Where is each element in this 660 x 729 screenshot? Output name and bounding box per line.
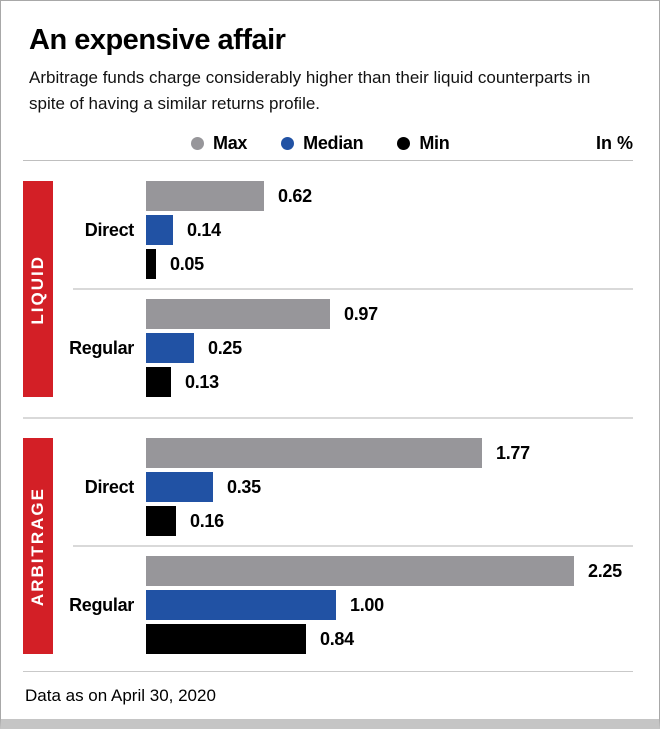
bar-value-label: 1.00 <box>350 594 384 615</box>
bar-row-min: 0.13 <box>146 367 633 398</box>
unit-label: In % <box>595 132 633 153</box>
row-label-direct: Direct <box>84 476 135 497</box>
bar-stack: 2.25 1.00 0.84 <box>146 556 633 655</box>
group-section-arbitrage: ARBITRAGE Direct 1.77 0.35 0.16 Regular 2.25 1.… <box>23 438 633 655</box>
legend-item-max: Max <box>191 133 247 154</box>
bar-value-label: 0.35 <box>227 476 261 497</box>
bar-min <box>146 367 171 398</box>
bar-value-label: 0.14 <box>187 219 221 240</box>
row-label-direct: Direct <box>84 219 135 240</box>
bar-value-label: 0.16 <box>190 510 224 531</box>
bar-max <box>146 299 330 330</box>
bar-row-min: 0.16 <box>146 506 633 537</box>
bar-stack: 0.97 0.25 0.13 <box>146 299 633 398</box>
bar-max <box>146 181 264 212</box>
legend-label-max: Max <box>213 132 248 153</box>
subgroup-regular: Regular 2.25 1.00 0.84 <box>53 556 633 655</box>
subgroup-divider <box>73 545 633 548</box>
bar-row-median: 1.00 <box>146 590 633 621</box>
bar-min <box>146 624 306 655</box>
bar-value-label: 1.77 <box>496 442 530 463</box>
bar-row-median: 0.14 <box>146 215 633 246</box>
chart-subtitle-line-1: Arbitrage funds charge considerably high… <box>29 68 591 88</box>
bar-median <box>146 590 336 621</box>
legend-divider <box>23 160 633 162</box>
bar-value-label: 2.25 <box>588 560 622 581</box>
bar-row-min: 0.84 <box>146 624 633 655</box>
bar-row-median: 0.35 <box>146 472 633 503</box>
bar-max <box>146 438 482 469</box>
bar-row-max: 2.25 <box>146 556 633 587</box>
subgroup-regular: Regular 0.97 0.25 0.13 <box>53 299 633 398</box>
bar-value-label: 0.84 <box>320 628 354 649</box>
chart-subtitle-line-2: spite of having a similar returns profil… <box>29 94 321 114</box>
legend-dot-median-icon <box>281 136 295 150</box>
bar-value-label: 0.62 <box>278 185 312 206</box>
bar-row-max: 0.97 <box>146 299 633 330</box>
legend-dot-min-icon <box>397 136 411 150</box>
legend-label-median: Median <box>303 132 364 153</box>
group-band-liquid: LIQUID <box>23 181 53 398</box>
subgroup-direct: Direct 0.62 0.14 0.05 <box>53 181 633 280</box>
group-content-arbitrage: Direct 1.77 0.35 0.16 Regular 2.25 1.00 0.84 <box>53 438 633 655</box>
group-content-liquid: Direct 0.62 0.14 0.05 Regular 0.97 0.25 0.13 <box>53 181 633 398</box>
legend: Max Median Min In % <box>191 132 633 154</box>
footer-divider <box>23 671 633 673</box>
bar-value-label: 0.05 <box>170 253 204 274</box>
bar-row-median: 0.25 <box>146 333 633 364</box>
group-divider <box>23 417 633 420</box>
group-section-liquid: LIQUID Direct 0.62 0.14 0.05 Regular 0.97 0.25 0… <box>23 181 633 398</box>
bar-row-max: 0.62 <box>146 181 633 212</box>
bar-stack: 0.62 0.14 0.05 <box>146 181 633 280</box>
chart: LIQUID Direct 0.62 0.14 0.05 Regular 0.97 0.25 0… <box>1 181 659 655</box>
legend-item-min: Min <box>397 132 450 154</box>
bar-value-label: 0.97 <box>344 303 378 324</box>
legend-label-min: Min <box>419 132 450 153</box>
legend-dot-max-icon <box>191 136 204 150</box>
bar-row-max: 1.77 <box>146 438 633 469</box>
header: An expensive affair Arbitrage funds char… <box>1 1 659 117</box>
bar-stack: 1.77 0.35 0.16 <box>146 438 633 537</box>
group-label-arbitrage: ARBITRAGE <box>28 486 47 606</box>
bar-median <box>146 215 173 246</box>
subgroup-direct: Direct 1.77 0.35 0.16 <box>53 438 633 537</box>
bar-median <box>146 472 213 503</box>
bar-value-label: 0.25 <box>208 337 242 358</box>
group-label-liquid: LIQUID <box>28 254 47 325</box>
group-band-arbitrage: ARBITRAGE <box>23 438 53 655</box>
row-label-regular: Regular <box>69 594 134 615</box>
bar-max <box>146 556 574 587</box>
bar-min <box>146 249 156 280</box>
bar-value-label: 0.13 <box>185 371 219 392</box>
legend-item-median: Median <box>281 132 364 154</box>
bar-median <box>146 333 194 364</box>
chart-subtitle: Arbitrage funds charge considerably high… <box>29 65 631 117</box>
bar-row-min: 0.05 <box>146 249 633 280</box>
chart-title: An expensive affair <box>29 24 286 56</box>
footer-note: Data as on April 30, 2020 <box>25 686 216 706</box>
bar-min <box>146 506 176 537</box>
row-label-regular: Regular <box>69 337 134 358</box>
subgroup-divider <box>73 288 633 291</box>
